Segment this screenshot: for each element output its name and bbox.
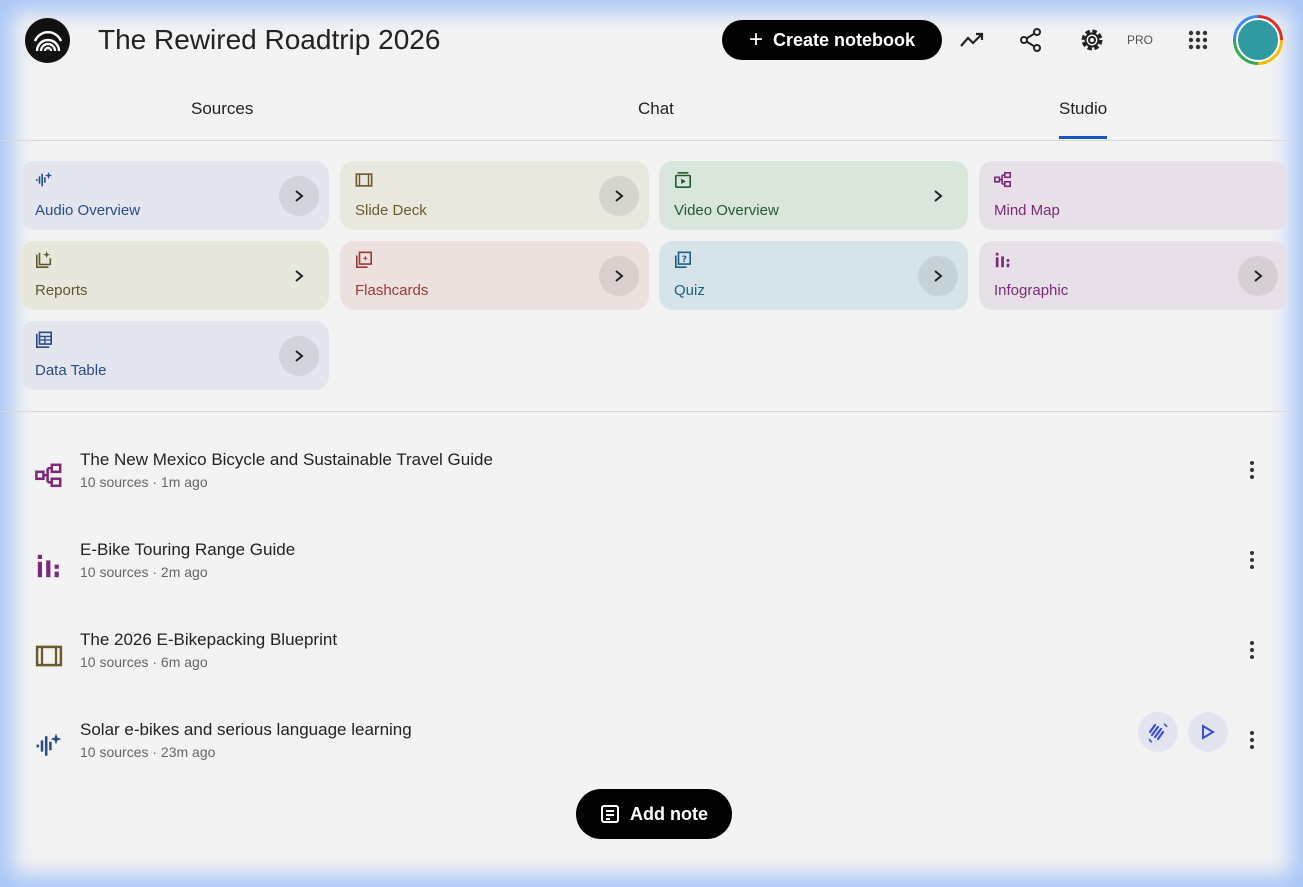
- studio-tool-label: Reports: [35, 282, 88, 299]
- flashcards-icon: [355, 251, 373, 269]
- reports-icon: [35, 251, 52, 269]
- note-meta: 10 sources · 1m ago: [80, 474, 208, 490]
- apps-icon[interactable]: [1184, 26, 1212, 54]
- data-table-icon: [35, 331, 53, 349]
- note-title: The New Mexico Bicycle and Sustainable T…: [80, 450, 493, 469]
- studio-tool-video-overview[interactable]: Video Overview: [659, 161, 968, 230]
- share-icon[interactable]: [1017, 26, 1045, 54]
- infographic-icon: [995, 252, 1010, 268]
- video-icon: [674, 171, 692, 189]
- slides-icon: [355, 173, 373, 187]
- add-note-label: Add note: [630, 803, 708, 824]
- note-meta: 10 sources · 23m ago: [80, 744, 216, 760]
- studio-tool-flashcards[interactable]: Flashcards: [340, 241, 649, 310]
- chevron-right-icon[interactable]: [279, 176, 319, 216]
- analytics-icon[interactable]: [958, 26, 986, 54]
- infographic-icon: [37, 554, 59, 578]
- tab-sources[interactable]: Sources: [191, 99, 254, 118]
- studio-tool-label: Quiz: [674, 282, 705, 299]
- chevron-right-icon[interactable]: [599, 256, 639, 296]
- more-options-icon[interactable]: [1242, 730, 1262, 750]
- tab-bar: Sources Chat Studio: [0, 90, 1288, 141]
- studio-tool-label: Flashcards: [355, 282, 429, 299]
- audio-waveform-icon: [36, 733, 62, 756]
- chevron-right-icon[interactable]: [918, 256, 958, 296]
- chevron-right-icon[interactable]: [279, 256, 319, 296]
- interactive-mode-button[interactable]: [1138, 712, 1178, 752]
- divider: [0, 411, 1288, 412]
- note-meta: 10 sources · 2m ago: [80, 564, 208, 580]
- studio-tool-infographic[interactable]: Infographic: [979, 241, 1288, 310]
- logo[interactable]: [25, 18, 70, 63]
- more-options-icon[interactable]: [1242, 460, 1262, 480]
- studio-tool-data-table[interactable]: Data Table: [20, 321, 329, 390]
- pro-badge: PRO: [1127, 33, 1154, 47]
- note-icon: [601, 805, 619, 823]
- studio-tool-label: Video Overview: [674, 202, 779, 219]
- audio-waveform-icon: [35, 171, 53, 187]
- settings-icon[interactable]: [1078, 26, 1106, 54]
- studio-tool-audio-overview[interactable]: Audio Overview: [20, 161, 329, 230]
- studio-tool-label: Mind Map: [994, 202, 1060, 219]
- studio-tool-label: Slide Deck: [355, 202, 427, 219]
- chevron-right-icon[interactable]: [918, 176, 958, 216]
- more-options-icon[interactable]: [1242, 640, 1262, 660]
- studio-tool-quiz[interactable]: ? Quiz: [659, 241, 968, 310]
- play-button[interactable]: [1188, 712, 1228, 752]
- quiz-icon: ?: [674, 251, 692, 269]
- chevron-right-icon[interactable]: [279, 336, 319, 376]
- studio-tool-slide-deck[interactable]: Slide Deck: [340, 161, 649, 230]
- studio-tool-label: Data Table: [35, 362, 107, 379]
- logo-icon: [33, 30, 62, 51]
- plus-icon: +: [748, 26, 763, 53]
- header: The Rewired Roadtrip 2026 + Create noteb…: [0, 0, 1303, 80]
- chevron-right-icon[interactable]: [1238, 256, 1278, 296]
- note-title: Solar e-bikes and serious language learn…: [80, 720, 412, 739]
- mind-map-icon: [994, 171, 1012, 188]
- note-item[interactable]: The 2026 E-Bikepacking Blueprint 10 sourc…: [0, 630, 1288, 690]
- studio-tool-label: Audio Overview: [35, 202, 141, 219]
- notebook-title[interactable]: The Rewired Roadtrip 2026: [98, 24, 441, 55]
- create-notebook-label: Create notebook: [772, 29, 916, 50]
- chevron-right-icon[interactable]: [599, 176, 639, 216]
- studio-tool-mind-map[interactable]: Mind Map: [979, 161, 1288, 230]
- tab-chat[interactable]: Chat: [638, 99, 674, 118]
- tab-studio[interactable]: Studio: [1059, 99, 1108, 139]
- note-title: The 2026 E-Bikepacking Blueprint: [80, 630, 338, 649]
- note-item[interactable]: The New Mexico Bicycle and Sustainable T…: [0, 450, 1288, 510]
- mind-map-icon: [35, 463, 62, 488]
- svg-text:?: ?: [682, 255, 687, 265]
- note-meta: 10 sources · 6m ago: [80, 654, 208, 670]
- create-notebook-button[interactable]: + Create notebook: [722, 20, 942, 60]
- studio-tool-reports[interactable]: Reports: [20, 241, 329, 310]
- note-title: E-Bike Touring Range Guide: [80, 540, 296, 559]
- slides-icon: [35, 645, 63, 667]
- studio-tool-label: Infographic: [994, 282, 1069, 299]
- more-options-icon[interactable]: [1242, 550, 1262, 570]
- note-item[interactable]: E-Bike Touring Range Guide 10 sources · 2…: [0, 540, 1288, 600]
- avatar[interactable]: [1233, 15, 1283, 65]
- note-item[interactable]: Solar e-bikes and serious language learn…: [0, 712, 1288, 780]
- add-note-button[interactable]: Add note: [576, 789, 732, 839]
